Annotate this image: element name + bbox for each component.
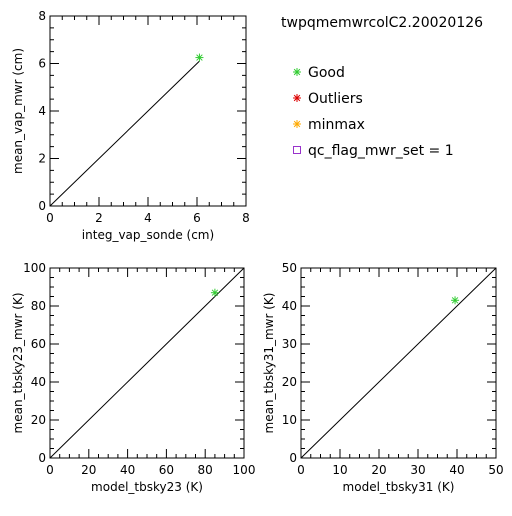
- x-tick-label: 30: [410, 463, 425, 477]
- data-point-good: [210, 288, 219, 297]
- x-tick-label: 20: [371, 463, 386, 477]
- one-to-one-line: [49, 60, 200, 207]
- x-tick-label: 40: [120, 463, 135, 477]
- x-tick-label: 6: [193, 211, 201, 225]
- y-tick-label: 40: [282, 299, 297, 313]
- x-tick-label: 0: [297, 463, 305, 477]
- y-axis-label: mean_vap_mwr (cm): [11, 48, 25, 174]
- one-to-one-line: [49, 267, 245, 459]
- scatter-plot-3: 0 10 20 30 40 50 0 10 20 30 40 50 model_tbsky31 (K) m…: [262, 261, 504, 494]
- legend-item-good: Good: [293, 65, 345, 81]
- x-tick-label: 60: [159, 463, 174, 477]
- y-axis-label: mean_tbsky23_mwr (K): [11, 293, 25, 434]
- legend-item-qc-flag-mwr-set: qc_flag_mwr_set = 1: [293, 143, 454, 159]
- y-tick-label: 6: [38, 57, 46, 71]
- y-tick-label: 100: [23, 261, 46, 275]
- legend-asterisk-marker: [293, 120, 301, 128]
- x-tick-label: 0: [46, 463, 54, 477]
- figure-title: twpqmemwrcolC2.20020126: [281, 15, 483, 31]
- x-tick-label: 2: [95, 211, 103, 225]
- y-tick-label: 2: [38, 152, 46, 166]
- scatter-plot-1: 0 2 4 6 8 0 2 4 6 8 integ_vap_sonde (cm) mean_vap_m…: [11, 9, 250, 242]
- data-point-good: [195, 53, 204, 62]
- legend: Good Outliers minmax qc_flag_mwr_set = 1: [293, 65, 454, 159]
- x-tick-label: 50: [488, 463, 503, 477]
- legend-label: minmax: [308, 117, 365, 133]
- legend-label: Outliers: [308, 91, 363, 107]
- x-tick-label: 20: [81, 463, 96, 477]
- x-tick-label: 10: [332, 463, 347, 477]
- data-point-good: [451, 296, 460, 305]
- legend-label: qc_flag_mwr_set = 1: [308, 143, 454, 159]
- y-tick-label: 20: [31, 413, 46, 427]
- legend-asterisk-marker: [293, 68, 301, 76]
- y-tick-label: 4: [38, 104, 46, 118]
- y-tick-label: 40: [31, 375, 46, 389]
- y-tick-label: 0: [289, 451, 297, 465]
- x-tick-label: 100: [233, 463, 256, 477]
- y-tick-label: 8: [38, 9, 46, 23]
- x-tick-label: 80: [198, 463, 213, 477]
- y-tick-label: 0: [38, 199, 46, 213]
- legend-square-marker: [293, 146, 301, 154]
- x-axis-label: integ_vap_sonde (cm): [82, 228, 214, 242]
- x-axis-label: model_tbsky31 (K): [343, 480, 455, 494]
- scatter-plot-2: 0 20 40 60 80 100 0 20 40 60 80 100 model_tbsky23 (K…: [11, 261, 255, 494]
- x-tick-label: 40: [449, 463, 464, 477]
- y-tick-label: 50: [282, 261, 297, 275]
- x-tick-label: 0: [46, 211, 54, 225]
- legend-item-outliers: Outliers: [293, 91, 363, 107]
- one-to-one-line: [300, 267, 497, 459]
- y-tick-label: 20: [282, 375, 297, 389]
- y-tick-label: 0: [38, 451, 46, 465]
- legend-item-minmax: minmax: [293, 117, 365, 133]
- y-tick-label: 60: [31, 337, 46, 351]
- x-tick-label: 8: [242, 211, 250, 225]
- legend-asterisk-marker: [293, 94, 301, 102]
- x-axis-label: model_tbsky23 (K): [91, 480, 203, 494]
- legend-label: Good: [308, 65, 345, 81]
- y-axis-label: mean_tbsky31_mwr (K): [262, 293, 276, 434]
- y-tick-label: 30: [282, 337, 297, 351]
- x-tick-label: 4: [144, 211, 152, 225]
- y-tick-label: 10: [282, 413, 297, 427]
- y-tick-label: 80: [31, 299, 46, 313]
